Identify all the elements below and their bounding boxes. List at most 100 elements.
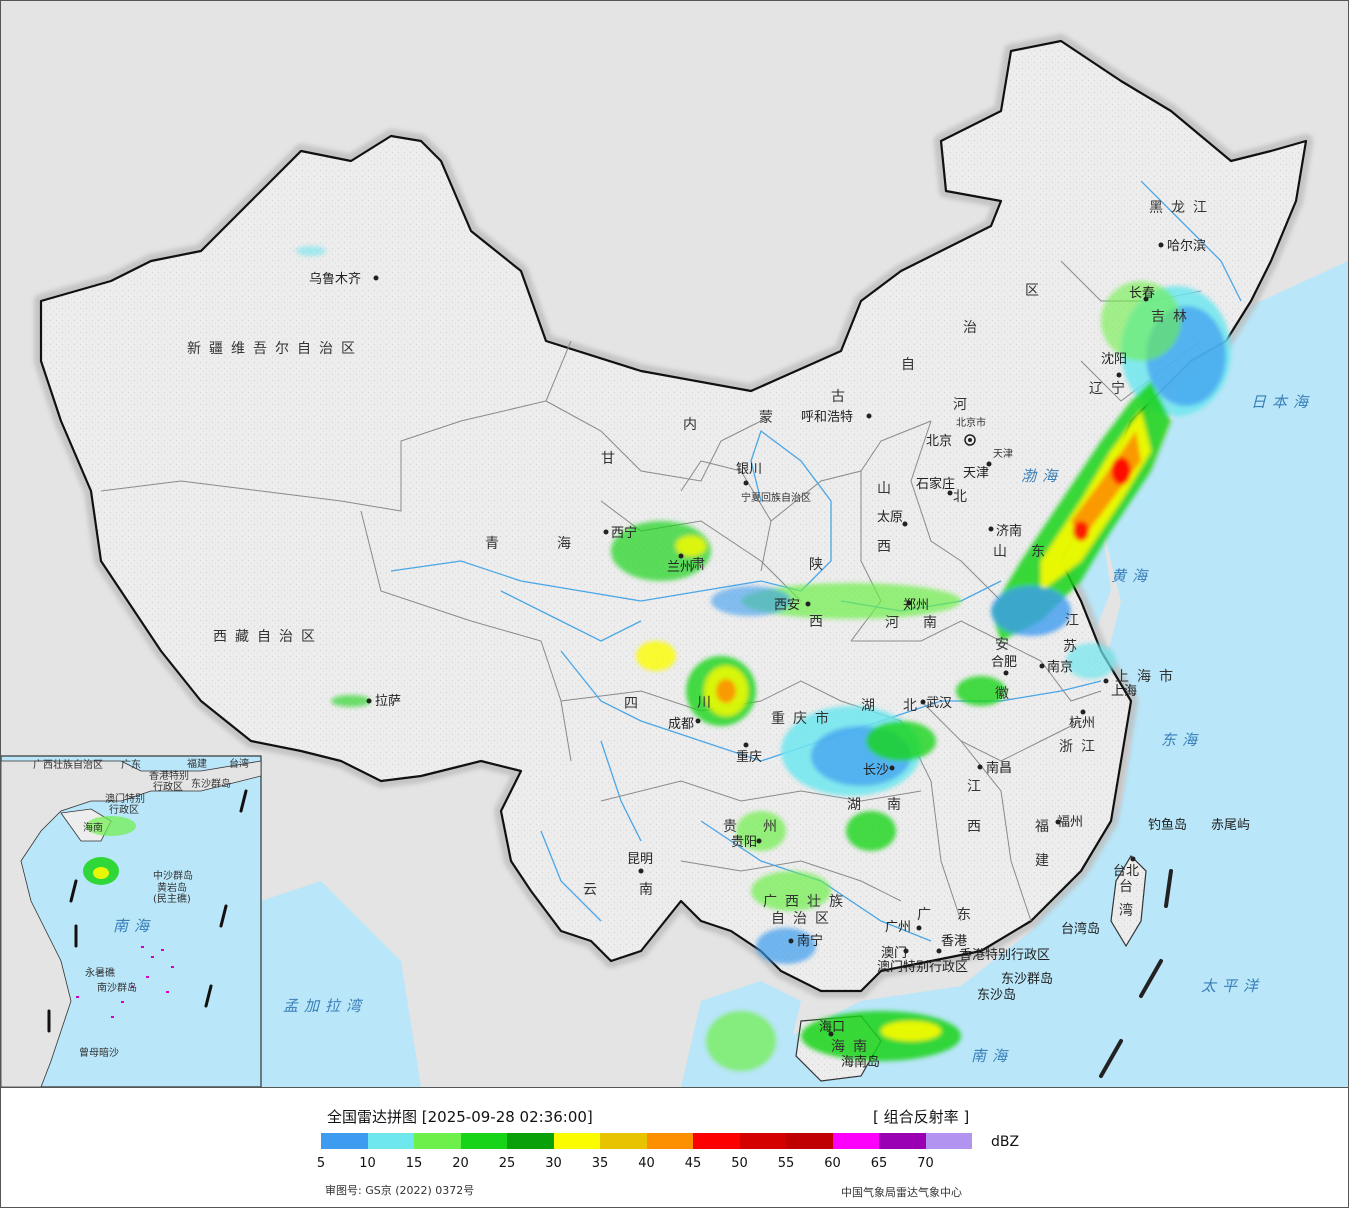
region-nmg-2: 蒙 <box>759 410 781 426</box>
inset-macao: 澳门特别 <box>105 792 145 805</box>
city-wuhan: 武汉 <box>926 696 952 711</box>
region-qinghai-2: 海 <box>557 536 579 552</box>
region-liaoning: 辽宁 <box>1089 380 1133 397</box>
region-nmg-5: 治 <box>963 320 985 336</box>
sea-bohai: 渤海 <box>1021 467 1063 485</box>
inset-hk2: 行政区 <box>153 780 183 793</box>
city-xian: 西安 <box>774 598 800 613</box>
south-china-sea-inset: 广西壮族自治区 广东 福建 台湾 香港特别 行政区 澳门特别 行政区 东沙群岛 … <box>1 755 262 1087</box>
color-swatch <box>925 1133 972 1149</box>
inset-hk: 香港特别 <box>149 770 189 782</box>
legend-tick: 30 <box>545 1156 562 1171</box>
region-sichuan-2: 川 <box>697 695 719 711</box>
region-shaanxi-1: 陕 <box>809 557 831 573</box>
bay-of-bengal <box>261 881 421 1087</box>
legend-tick: 55 <box>777 1156 795 1171</box>
region-guangxi-1: 广西壮族 <box>763 894 851 910</box>
region-hainan: 海南 <box>831 1039 875 1055</box>
city-haikou: 海口 <box>819 1020 845 1035</box>
region-anhui-2: 徽 <box>995 686 1017 702</box>
region-hebei-2: 北 <box>953 489 975 505</box>
inset-huangyan: 黄岩岛 <box>157 881 187 894</box>
city-lanzhou: 兰州 <box>667 560 693 575</box>
city-urumqi: 乌鲁木齐 <box>309 271 361 287</box>
city-macau: 澳门 <box>881 945 907 961</box>
color-swatch <box>460 1133 507 1149</box>
color-swatch <box>693 1133 740 1149</box>
legend-panel: 全国雷达拼图 [2025-09-28 02:36:00] [ 组合反射率 ] d… <box>1 1087 1348 1207</box>
region-zhejiang: 浙江 <box>1059 739 1103 755</box>
legend-tick: 70 <box>917 1156 934 1171</box>
region-jiangxi-2: 西 <box>967 819 989 835</box>
region-gansu-2: 肃 <box>691 557 713 573</box>
region-beijing-small: 北京市 <box>956 416 986 429</box>
city-taipei: 台北 <box>1113 864 1139 879</box>
sea-bengal: 孟加拉湾 <box>283 997 367 1015</box>
region-qinghai-1: 青 <box>485 536 507 552</box>
city-hangzhou: 杭州 <box>1069 716 1095 731</box>
region-yunnan-1: 云 <box>583 882 605 898</box>
region-jilin: 吉林 <box>1151 309 1195 325</box>
region-jiangsu-2: 苏 <box>1063 639 1085 655</box>
color-swatch <box>367 1133 414 1149</box>
legend-product: [ 组合反射率 ] <box>873 1108 970 1126</box>
city-yinchuan: 银川 <box>736 462 762 477</box>
region-shaanxi-2: 西 <box>809 614 831 630</box>
inset-huangyan2: (民主礁) <box>153 892 191 905</box>
inset-macao2: 行政区 <box>109 803 139 816</box>
city-kunming: 昆明 <box>627 852 653 867</box>
region-fujian-1: 福 <box>1035 819 1057 835</box>
inset-nansha: 南沙群岛 <box>97 981 137 994</box>
inset-hainan: 海南 <box>83 821 103 834</box>
city-chengdu: 成都 <box>668 717 694 732</box>
legend-tick: 50 <box>731 1156 748 1171</box>
color-swatch <box>553 1133 600 1149</box>
city-changsha: 长沙 <box>863 763 889 778</box>
region-henan-2: 南 <box>923 615 945 631</box>
region-guangxi-2: 自治区 <box>771 911 837 927</box>
inset-fujian: 福建 <box>187 757 207 770</box>
region-labels: 新疆维吾尔自治区 西藏自治区 青 海 甘 肃 内 蒙 古 自 治 区 黑龙江 吉… <box>187 200 1207 1055</box>
city-fuzhou: 福州 <box>1057 815 1083 830</box>
city-guangzhou: 广州 <box>885 920 911 935</box>
legend-unit: dBZ <box>991 1134 1020 1150</box>
city-hongkong: 香港 <box>941 934 967 949</box>
legend-tick: 25 <box>498 1156 516 1171</box>
legend-tick: 20 <box>452 1156 469 1171</box>
city-guiyang: 贵阳 <box>731 835 757 850</box>
region-shanxi-1: 山 <box>877 481 899 497</box>
legend-tick: 35 <box>591 1156 609 1171</box>
city-chongqing: 重庆 <box>736 749 762 765</box>
sea-donghai: 东海 <box>1161 731 1203 749</box>
legend-tick: 45 <box>684 1156 702 1171</box>
maritime-boundary-dashes <box>1099 869 1173 1078</box>
region-shandong-1: 山 <box>993 544 1015 560</box>
color-swatch <box>321 1133 368 1149</box>
inset-guangxi: 广西壮族自治区 <box>33 758 103 771</box>
inset-taiwan: 台湾 <box>229 757 249 770</box>
color-swatch <box>414 1133 461 1149</box>
region-taiwan-1: 台 <box>1119 879 1141 895</box>
region-hunan-2: 南 <box>887 797 909 813</box>
region-yunnan-2: 南 <box>639 882 661 898</box>
radar-echoes <box>296 246 1231 1071</box>
color-swatch <box>786 1133 833 1149</box>
region-tianjin: 天津 <box>993 448 1013 460</box>
inset-guangdong: 广东 <box>121 758 141 771</box>
region-anhui-1: 安 <box>995 637 1017 653</box>
sea-pacific: 太平洋 <box>1201 977 1264 995</box>
island-chiwei: 赤尾屿 <box>1211 818 1250 833</box>
region-shanghai: 上海市 <box>1115 668 1181 685</box>
city-changchun: 长春 <box>1129 286 1155 301</box>
sea-japan: 日本海 <box>1251 393 1314 411</box>
region-fujian-2: 建 <box>1035 853 1057 869</box>
inset-zhongsha: 中沙群岛 <box>153 869 193 882</box>
legend-tick: 65 <box>870 1156 888 1171</box>
legend-tick: 60 <box>824 1156 841 1171</box>
pacific-ocean <box>761 261 1348 1087</box>
inset-yongshu: 永暑礁 <box>85 966 115 979</box>
region-hubei-1: 湖 <box>861 698 883 714</box>
region-taiwan-2: 湾 <box>1119 902 1141 919</box>
city-beijing: 北京 <box>926 434 952 449</box>
